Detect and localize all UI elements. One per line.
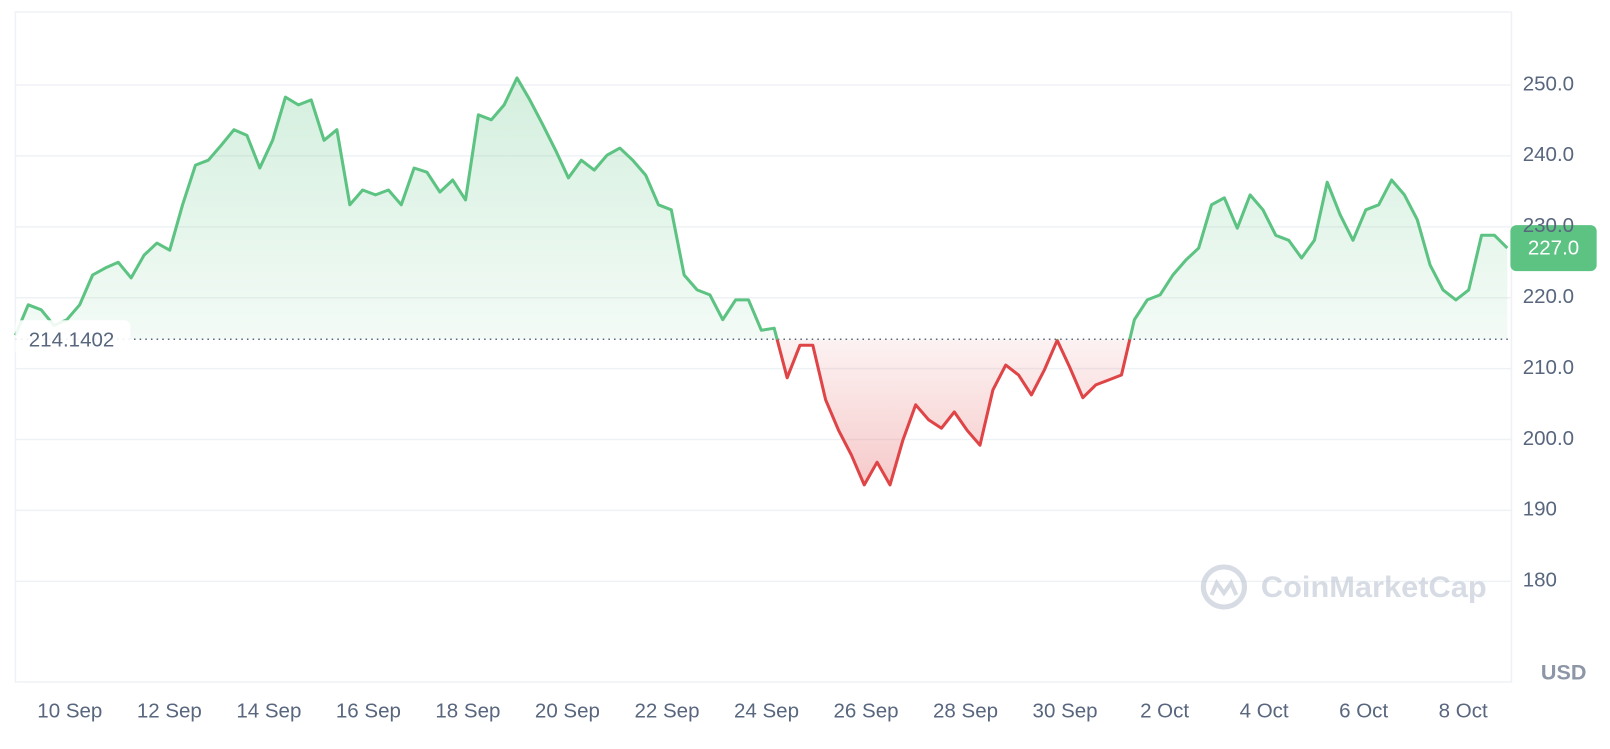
watermark-logo-mark xyxy=(1209,578,1239,597)
x-tick-label: 12 Sep xyxy=(137,701,202,723)
current-price-badge xyxy=(1510,225,1597,272)
x-tick-label: 2 Oct xyxy=(1140,701,1189,723)
current-price-label: 227.0 xyxy=(1528,238,1579,260)
x-tick-label: 24 Sep xyxy=(734,701,799,723)
y-tick-label: 200.0 xyxy=(1523,428,1574,450)
x-tick-label: 26 Sep xyxy=(834,701,899,723)
baseline-label: 214.1402 xyxy=(29,330,115,352)
x-tick-label: 14 Sep xyxy=(236,701,301,723)
watermark-logo xyxy=(1200,564,1248,610)
y-tick-label: 190 xyxy=(1523,499,1557,521)
marks: 214.1402 227.0 xyxy=(13,76,1597,487)
baseline-label-box xyxy=(15,320,131,357)
y-tick-label: 240.0 xyxy=(1523,144,1574,166)
x-tick-label: 28 Sep xyxy=(933,701,998,723)
x-tick-label: 16 Sep xyxy=(336,701,401,723)
x-tick-label: 20 Sep xyxy=(535,701,600,723)
y-tick-label: 250.0 xyxy=(1523,74,1574,96)
x-tick-label: 4 Oct xyxy=(1240,701,1289,723)
y-tick-label: 220.0 xyxy=(1523,286,1574,308)
x-tick-label: 10 Sep xyxy=(37,701,102,723)
y-unit: USD xyxy=(1541,661,1586,685)
y-tick-label: 230.0 xyxy=(1523,215,1574,237)
area-fill xyxy=(15,77,1508,485)
x-tick-label: 6 Oct xyxy=(1339,701,1388,723)
x-tick-label: 22 Sep xyxy=(634,701,699,723)
watermark-text: CoinMarketCap xyxy=(1261,570,1487,604)
price-line xyxy=(13,76,1509,487)
y-tick-label: 180 xyxy=(1523,570,1557,592)
x-tick-label: 8 Oct xyxy=(1439,701,1488,723)
y-tick-label: 210.0 xyxy=(1523,357,1574,379)
axes: 250.0 240.0 230.0 220.0 210.0 200.0 190 180 10 S… xyxy=(37,74,1574,723)
x-tick-label: 30 Sep xyxy=(1033,701,1098,723)
watermark: CoinMarketCap xyxy=(1200,564,1487,610)
x-tick-label: 18 Sep xyxy=(435,701,500,723)
